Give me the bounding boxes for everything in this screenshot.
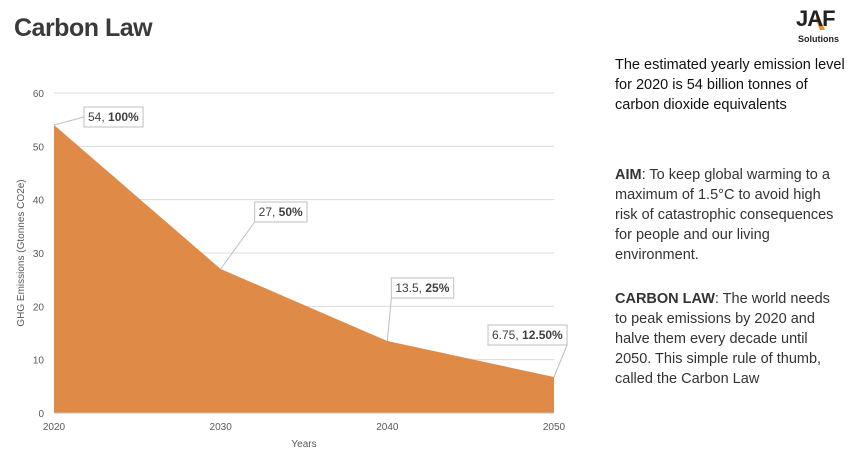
x-tick-label: 2050 <box>543 422 566 433</box>
y-tick-label: 50 <box>33 142 45 153</box>
company-logo: JAF Solutions <box>792 6 848 48</box>
logo-swoosh-icon <box>816 10 825 30</box>
data-label-box <box>83 106 144 128</box>
x-tick-label: 2030 <box>210 422 233 433</box>
aim-label: AIM <box>615 167 642 183</box>
data-label-text: 6.75, 12.50% <box>492 328 563 342</box>
emissions-area <box>54 125 554 413</box>
carbon-law-paragraph: CARBON LAW: The world needs to peak emis… <box>615 289 845 389</box>
aim-text: : To keep global warming to a maximum of… <box>615 167 834 263</box>
data-label-box <box>390 277 455 299</box>
y-tick-label: 40 <box>33 196 45 207</box>
x-tick-label: 2040 <box>376 422 399 433</box>
data-label-leader <box>386 297 392 342</box>
data-label-leader <box>553 344 568 378</box>
data-label-leader <box>53 116 85 126</box>
data-label-text: 13.5, 25% <box>395 281 449 295</box>
logo-mark: JAF <box>796 6 836 31</box>
logo-subtitle: Solutions <box>798 34 839 44</box>
data-label-text: 54, 100% <box>88 110 139 124</box>
data-label-box <box>487 324 568 346</box>
x-axis-title: Years <box>291 439 316 450</box>
y-tick-label: 0 <box>38 409 44 420</box>
x-tick-label: 2020 <box>43 422 66 433</box>
y-tick-label: 30 <box>33 249 45 260</box>
carbon-law-label: CARBON LAW <box>615 291 715 307</box>
data-label: 6.75, 12.50% <box>487 324 568 378</box>
page-title: Carbon Law <box>14 14 153 42</box>
carbon-law-text: : The world needs to peak emissions by 2… <box>615 291 830 387</box>
y-tick-label: 60 <box>33 89 45 100</box>
y-tick-label: 20 <box>33 302 45 313</box>
intro-text: The estimated yearly emission level for … <box>615 57 845 113</box>
data-label: 13.5, 25% <box>386 277 455 342</box>
y-axis-title: GHG Emissions (Gtonnes CO2e) <box>16 179 27 326</box>
data-label-box <box>254 201 308 223</box>
data-label-text: 27, 50% <box>259 205 303 219</box>
data-label-leader <box>220 221 256 270</box>
aim-paragraph: AIM: To keep global warming to a maximum… <box>615 165 845 265</box>
y-tick-label: 10 <box>33 356 45 367</box>
data-label: 27, 50% <box>220 201 308 270</box>
data-label: 54, 100% <box>53 106 144 128</box>
